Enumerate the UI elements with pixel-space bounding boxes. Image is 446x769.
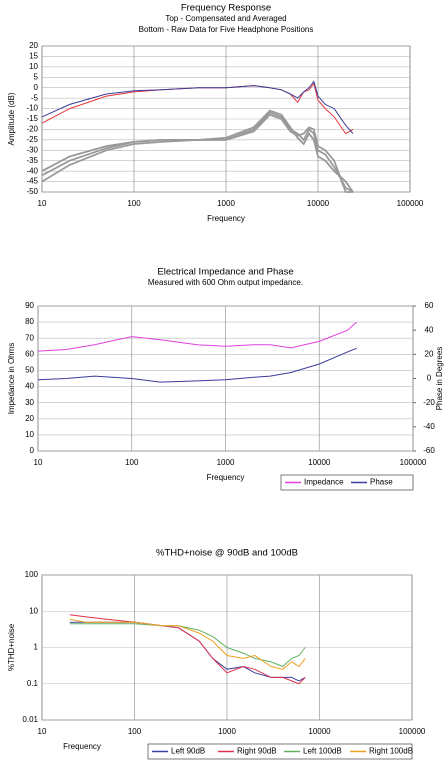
legend-label: Impedance	[304, 478, 344, 487]
y-tick-label: -5	[31, 93, 39, 102]
x-axis-label: Frequency	[207, 214, 245, 223]
y2-tick-label: 40	[425, 325, 434, 334]
legend-label: Right 100dB	[369, 747, 413, 756]
x-tick-label: 1000	[217, 458, 235, 467]
x-axis-label: Frequency	[207, 473, 245, 482]
x-tick-label: 100	[125, 458, 139, 467]
y-tick-label: 30	[25, 398, 34, 407]
y-tick-label: -25	[26, 135, 38, 144]
chart-title: Electrical Impedance and Phase	[157, 267, 293, 278]
y-axis-label: Impedance in Ohms	[7, 343, 16, 415]
y-tick-label: 20	[25, 414, 34, 423]
x-tick-label: 100	[127, 199, 141, 208]
x-tick-label: 100000	[397, 199, 424, 208]
legend-label: Left 90dB	[171, 747, 205, 756]
y2-tick-label: 60	[425, 301, 434, 310]
y-tick-label: 50	[25, 366, 34, 375]
y-tick-label: 80	[25, 317, 34, 326]
x-tick-label: 10	[38, 727, 47, 736]
y-tick-label: 10	[29, 606, 38, 615]
y-tick-label: 0	[34, 83, 39, 92]
series-line	[69, 618, 306, 670]
y-tick-label: -50	[26, 187, 38, 196]
y-tick-label: 10	[25, 430, 34, 439]
y2-axis-label: Phase in Degrees	[435, 347, 444, 411]
y-tick-label: 20	[29, 41, 38, 50]
series-line	[37, 321, 357, 352]
y-tick-label: -20	[26, 125, 38, 134]
chart-subtitle: Measured with 600 Ohm output impedance.	[148, 278, 303, 287]
x-tick-label: 100	[128, 727, 142, 736]
legend-label: Phase	[370, 478, 393, 487]
y-tick-label: 0	[30, 446, 35, 455]
x-tick-label: 10000	[308, 727, 331, 736]
legend-label: Left 100dB	[303, 747, 342, 756]
y-tick-label: 60	[25, 349, 34, 358]
y-tick-label: -45	[26, 177, 38, 186]
y-tick-label: -30	[26, 145, 38, 154]
y2-tick-label: 0	[427, 374, 432, 383]
y-tick-label: 0.1	[27, 679, 39, 688]
y-axis-label: Amplitude (dB)	[7, 92, 16, 145]
chart-title: Frequency Response	[181, 3, 271, 14]
series-line	[41, 109, 354, 193]
y-tick-label: -15	[26, 114, 38, 123]
x-tick-label: 1000	[217, 199, 235, 208]
y-tick-label: 40	[25, 382, 34, 391]
chart-subtitle: Top - Compensated and Averaged	[165, 14, 286, 23]
x-tick-label: 10000	[308, 458, 331, 467]
x-tick-label: 10000	[307, 199, 330, 208]
y-axis-label: %THD+noise	[7, 623, 16, 671]
series-line	[37, 347, 357, 383]
x-tick-label: 1000	[218, 727, 236, 736]
x-tick-label: 100000	[400, 458, 427, 467]
x-tick-label: 100000	[399, 727, 426, 736]
x-tick-label: 10	[34, 458, 43, 467]
y-tick-label: 70	[25, 333, 34, 342]
series-line	[69, 614, 306, 685]
legend-label: Right 90dB	[237, 747, 277, 756]
y-tick-label: 10	[29, 62, 38, 71]
x-axis-label: Frequency	[63, 742, 101, 751]
y-tick-label: 90	[25, 301, 34, 310]
y2-tick-label: 20	[425, 349, 434, 358]
y-tick-label: 15	[29, 52, 38, 61]
y-tick-label: 0.01	[22, 715, 38, 724]
y-tick-label: 5	[34, 72, 39, 81]
x-tick-label: 10	[38, 199, 47, 208]
series-line	[41, 113, 353, 193]
chart-title: %THD+noise @ 90dB and 100dB	[156, 548, 298, 559]
y2-tick-label: -20	[423, 398, 435, 407]
y-tick-label: 100	[25, 570, 39, 579]
series-line	[41, 80, 354, 134]
y-tick-label: 1	[34, 643, 39, 652]
y2-tick-label: -60	[423, 446, 435, 455]
legend-box	[147, 743, 413, 760]
legend-box	[280, 474, 414, 491]
series-line	[69, 623, 306, 668]
chart-subtitle: Bottom - Raw Data for Five Headphone Pos…	[139, 25, 314, 34]
y-tick-label: -35	[26, 156, 38, 165]
y2-tick-label: -40	[423, 422, 435, 431]
y-tick-label: -40	[26, 166, 38, 175]
y-tick-label: -10	[26, 104, 38, 113]
